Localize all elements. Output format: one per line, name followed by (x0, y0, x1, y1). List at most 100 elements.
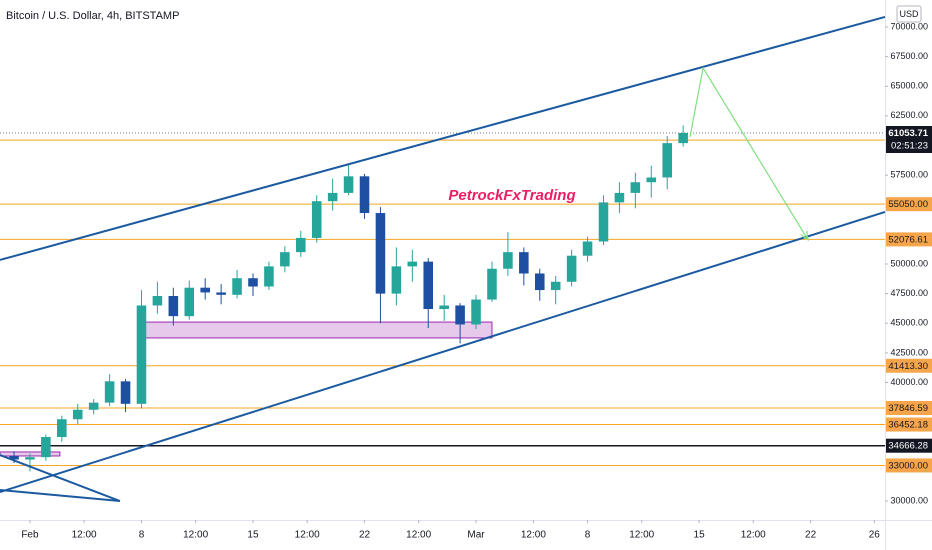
candle-body (152, 295, 163, 306)
candle-body (439, 305, 449, 310)
x-tick-label: 15 (694, 530, 706, 541)
x-tick-label: Mar (467, 530, 485, 541)
trendline (0, 15, 886, 261)
x-tick-label: 12:00 (72, 530, 97, 541)
candle-body (455, 305, 465, 325)
candle-body (471, 299, 481, 325)
y-tick-label: 67500.00 (890, 51, 928, 61)
level-price-box (886, 232, 932, 247)
x-tick-label: 12:00 (183, 530, 208, 541)
candle-body (343, 176, 354, 193)
candle-body (487, 268, 497, 300)
candle-body (630, 182, 641, 193)
current-price-label: 61053.71 (888, 128, 928, 139)
trendline (0, 454, 121, 502)
x-tick-label: 26 (869, 530, 881, 541)
x-tick-label: 12:00 (521, 530, 546, 541)
level-price-box (886, 417, 932, 432)
candle-body (662, 143, 672, 178)
candle-body (88, 402, 99, 410)
x-tick-label: Feb (21, 530, 39, 541)
candle-body (391, 266, 402, 294)
candle-body (582, 241, 593, 256)
level-price-label: 36452.18 (888, 420, 928, 431)
x-tick-label: 12:00 (629, 530, 654, 541)
candle-body (423, 261, 434, 310)
y-tick-label: 70000.00 (890, 21, 928, 31)
candle-body (678, 133, 688, 144)
level-price-label: 37846.59 (888, 403, 928, 414)
arrow-head (800, 230, 809, 242)
trendline (0, 211, 886, 493)
trendline (0, 488, 121, 502)
level-price-label: 52076.61 (888, 234, 928, 245)
chart-title: Bitcoin / U.S. Dollar, 4h, BITSTAMP (6, 10, 179, 22)
level-price-box (886, 358, 932, 373)
zone (142, 321, 493, 339)
y-tick-label: 47500.00 (890, 288, 928, 298)
candle-body (9, 455, 19, 460)
candle-body (136, 305, 147, 404)
currency[interactable]: USD (899, 9, 919, 19)
candle-body (120, 381, 131, 404)
level-price-box (886, 401, 932, 416)
x-tick-label: 22 (359, 530, 371, 541)
projection-arrow (689, 66, 809, 241)
level-price-box (886, 458, 932, 473)
x-tick-label: 12:00 (406, 530, 431, 541)
candle-body (264, 266, 274, 287)
candle-body (407, 261, 418, 267)
candle-body (503, 252, 513, 269)
y-tick-label: 50000.00 (890, 258, 928, 268)
candle-body (519, 252, 529, 274)
candle-body (311, 201, 322, 238)
candle-body (184, 287, 195, 317)
level-price-label: 55050.00 (888, 199, 928, 210)
y-tick-label: 62500.00 (890, 110, 928, 120)
candle-body (168, 295, 179, 317)
y-tick-label: 42500.00 (890, 347, 928, 357)
candle-body (598, 202, 609, 242)
level-price-box (886, 197, 932, 212)
candle-body (200, 287, 210, 293)
level-price-label: 41413.30 (888, 361, 928, 372)
candle-body (232, 278, 242, 295)
y-tick-label: 45000.00 (890, 318, 928, 328)
candle-body (327, 192, 338, 202)
current-price-box (886, 126, 932, 154)
countdown: 02:51:23 (891, 141, 928, 152)
level-price-box (886, 438, 932, 453)
candle-body (375, 213, 386, 294)
candle-body (614, 192, 625, 203)
candle-body (550, 281, 561, 291)
level-price-label: 34666.28 (888, 441, 928, 452)
candle-body (646, 177, 657, 183)
x-tick-label: 8 (585, 530, 591, 541)
candle-body (248, 278, 258, 287)
candle-body (41, 437, 51, 458)
level-price-label: 33000.00 (888, 460, 928, 471)
candle-body (25, 457, 35, 460)
x-tick-label: 8 (139, 530, 145, 541)
candle-body (280, 252, 290, 267)
y-tick-label: 57500.00 (890, 169, 928, 179)
candle-body (534, 273, 545, 291)
watermark: PetrockFxTrading (448, 187, 575, 204)
y-tick-label: 65000.00 (890, 81, 928, 91)
candle-body (104, 381, 115, 403)
candle-body (296, 237, 306, 253)
y-tick-label: 40000.00 (890, 377, 928, 387)
currency-box[interactable] (896, 5, 922, 23)
candle-body (216, 292, 226, 295)
x-tick-label: 12:00 (295, 530, 320, 541)
candle-body (566, 255, 577, 282)
candle-body (57, 419, 67, 438)
x-tick-label: 15 (247, 530, 259, 541)
y-tick-label: 30000.00 (890, 495, 928, 505)
candle-body (72, 409, 83, 420)
candle-body (359, 176, 370, 214)
x-tick-label: 12:00 (741, 530, 766, 541)
x-tick-label: 22 (805, 530, 817, 541)
